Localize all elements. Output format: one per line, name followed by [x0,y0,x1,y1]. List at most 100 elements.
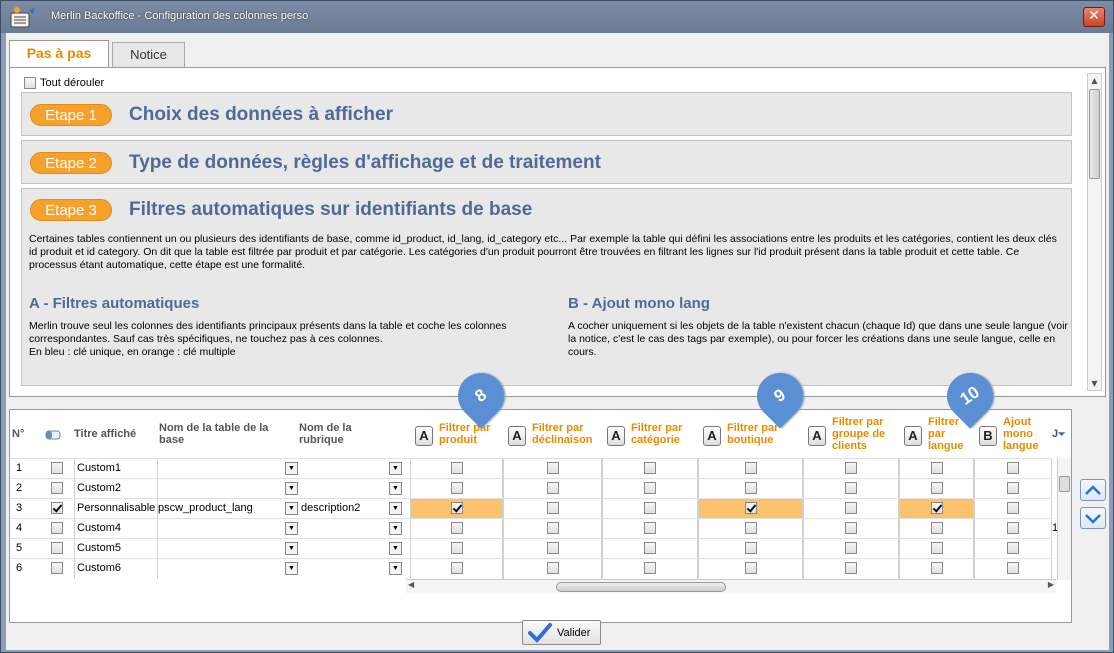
filter-cell[interactable] [503,479,602,499]
filter-checkbox[interactable] [745,482,757,495]
grid-hscrollbar[interactable]: ◀ ▶ [406,579,1056,593]
filter-checkbox[interactable] [547,482,559,495]
dropdown-arrow-icon[interactable]: ▼ [389,522,402,535]
table-select[interactable]: ▼ [158,459,301,479]
table-select[interactable]: ▼ [158,479,301,499]
filter-checkbox[interactable] [451,542,463,555]
table-row[interactable]: 1 Custom1 ▼ ▼ [10,458,1052,479]
dropdown-arrow-icon[interactable]: ▼ [285,502,298,515]
filter-checkbox[interactable] [1007,462,1019,475]
grid-vscroll-thumb[interactable] [1059,476,1070,492]
filter-cell[interactable] [410,479,503,499]
row-select-cell[interactable] [44,459,74,479]
filter-cell[interactable] [698,539,803,559]
filter-checkbox[interactable] [845,502,857,515]
filter-checkbox[interactable] [845,562,857,575]
filter-cell[interactable] [503,519,602,539]
filter-checkbox[interactable] [451,482,463,495]
filter-checkbox[interactable] [745,562,757,575]
filter-checkbox[interactable] [931,562,943,575]
filter-checkbox[interactable] [451,502,463,515]
filter-checkbox[interactable] [451,522,463,535]
filter-checkbox[interactable] [931,542,943,555]
titre-cell[interactable]: Custom1 [74,459,158,479]
filter-checkbox[interactable] [644,522,656,535]
grid-vscrollbar[interactable] [1057,458,1071,580]
filter-cell[interactable] [698,479,803,499]
rubrique-select[interactable]: description2 ▼ [301,499,405,519]
row-select-checkbox[interactable] [51,522,63,535]
filter-checkbox[interactable] [547,502,559,515]
rubrique-select[interactable]: ▼ [301,559,405,579]
dropdown-arrow-icon[interactable]: ▼ [389,502,402,515]
close-button[interactable]: ✕ [1083,7,1105,27]
filter-checkbox[interactable] [644,482,656,495]
filter-cell[interactable] [410,459,503,479]
table-row[interactable]: 4 Custom4 ▼ ▼ 1 [10,518,1058,539]
rubrique-select[interactable]: ▼ [301,539,405,559]
move-row-down-button[interactable] [1080,507,1106,529]
dropdown-arrow-icon[interactable]: ▼ [389,542,402,555]
step-3[interactable]: Etape 3 Filtres automatiques sur identif… [21,188,1072,386]
filter-checkbox[interactable] [745,522,757,535]
filter-checkbox[interactable] [644,542,656,555]
filter-cell[interactable] [899,519,974,539]
row-select-checkbox[interactable] [51,462,63,475]
filter-cell[interactable] [803,499,899,519]
filter-checkbox[interactable] [931,502,943,515]
table-select[interactable]: pscw_product_lang ▼ [158,499,301,519]
filter-checkbox[interactable] [547,522,559,535]
filter-cell[interactable] [899,459,974,479]
valider-button[interactable]: Valider [522,620,601,645]
filter-cell[interactable] [803,459,899,479]
col-header-filtrer-boutique[interactable]: Filtrer par boutique [727,422,779,446]
filter-checkbox[interactable] [745,502,757,515]
filter-cell[interactable] [698,559,803,579]
filter-cell[interactable] [803,479,899,499]
dropdown-arrow-icon[interactable]: ▼ [389,462,402,475]
filter-cell[interactable] [803,539,899,559]
filter-checkbox[interactable] [644,502,656,515]
step-2[interactable]: Etape 2 Type de données, règles d'affich… [21,140,1072,184]
filter-cell[interactable] [410,559,503,579]
filter-cell[interactable] [503,499,602,519]
dropdown-arrow-icon[interactable]: ▼ [285,542,298,555]
row-select-checkbox[interactable] [51,502,63,515]
dropdown-arrow-icon[interactable]: ▼ [285,482,298,495]
table-row[interactable]: 3 Personnalisable pscw_product_lang ▼ descri… [10,498,1052,519]
dropdown-arrow-icon[interactable]: ▼ [285,562,298,575]
filter-checkbox[interactable] [931,522,943,535]
tout-derouler-checkbox[interactable] [24,77,36,90]
filter-cell[interactable] [974,459,1052,479]
rubrique-select[interactable]: ▼ [301,519,405,539]
filter-checkbox[interactable] [745,542,757,555]
filter-checkbox[interactable] [547,562,559,575]
titre-cell[interactable]: Custom6 [74,559,158,579]
scroll-up-icon[interactable]: ▲ [1091,76,1098,85]
titre-cell[interactable]: Personnalisable [74,499,158,519]
scroll-right-icon[interactable]: ▶ [1047,580,1054,589]
table-row[interactable]: 6 Custom6 ▼ ▼ [10,558,1052,579]
col-header-filtrer-categorie[interactable]: Filtrer par catégorie [631,422,683,446]
filter-cell[interactable] [899,539,974,559]
filter-cell[interactable] [503,559,602,579]
filter-checkbox[interactable] [451,562,463,575]
filter-checkbox[interactable] [845,522,857,535]
filter-checkbox[interactable] [1007,542,1019,555]
filter-checkbox[interactable] [1007,522,1019,535]
filter-checkbox[interactable] [931,482,943,495]
dropdown-arrow-icon[interactable]: ▼ [285,522,298,535]
filter-checkbox[interactable] [931,462,943,475]
filter-cell[interactable] [899,479,974,499]
scroll-down-icon[interactable]: ▼ [1091,379,1098,388]
filter-cell[interactable] [698,459,803,479]
tout-derouler-option[interactable]: Tout dérouler [24,77,104,90]
table-row[interactable]: 5 Custom5 ▼ ▼ [10,538,1052,559]
move-row-up-button[interactable] [1080,479,1106,501]
filter-checkbox[interactable] [451,462,463,475]
title-bar[interactable]: Merlin Backoffice - Configuration des co… [1,1,1113,33]
rubrique-select[interactable]: ▼ [301,479,405,499]
filter-cell[interactable] [974,519,1052,539]
filter-cell[interactable] [503,459,602,479]
filter-cell[interactable] [602,499,698,519]
